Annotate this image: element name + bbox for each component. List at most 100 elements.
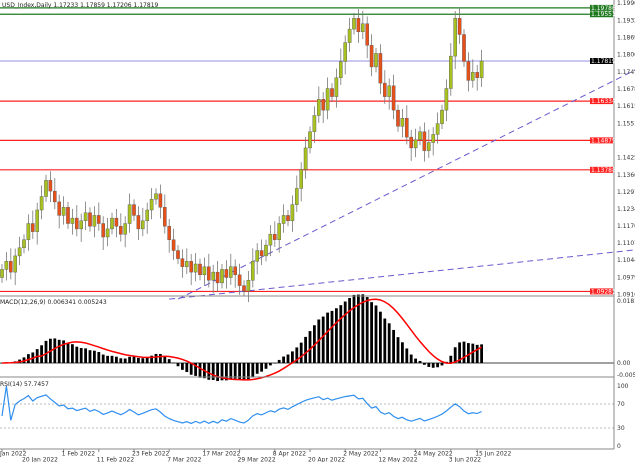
price-axis-label: 1.14250 bbox=[617, 154, 635, 161]
date-axis-label: Jan 2022 bbox=[0, 451, 27, 458]
bear-candle bbox=[391, 85, 396, 111]
macd-bar bbox=[365, 297, 369, 363]
level-tag bbox=[590, 288, 613, 295]
macd-bar bbox=[308, 331, 312, 363]
macd-bar bbox=[387, 323, 391, 363]
level-tag-label: 1.19551 bbox=[591, 11, 616, 18]
bear-candle bbox=[233, 266, 238, 276]
price-axis-label: 1.16785 bbox=[617, 86, 635, 93]
macd-bar bbox=[409, 354, 413, 363]
price-axis-label: 1.17415 bbox=[617, 69, 635, 76]
date-axis-label: 8 Apr 2022 bbox=[273, 451, 306, 458]
macd-bar bbox=[145, 357, 149, 363]
bull-candle bbox=[211, 271, 216, 281]
macd-bar bbox=[396, 337, 400, 363]
date-axis-label: 1 Feb 2022 bbox=[62, 451, 96, 458]
macd-bar bbox=[321, 316, 325, 363]
bull-candle bbox=[281, 215, 286, 224]
bull-candle bbox=[110, 217, 114, 230]
macd-bar bbox=[458, 342, 461, 363]
bull-candle bbox=[17, 247, 22, 257]
bear-candle bbox=[383, 82, 387, 97]
bull-candle bbox=[44, 180, 48, 197]
macd-bar bbox=[128, 356, 131, 363]
trendline bbox=[177, 69, 635, 300]
macd-bar bbox=[93, 350, 96, 363]
price-axis-label: 1.18690 bbox=[617, 34, 635, 41]
bull-candle bbox=[92, 215, 97, 227]
bear-candle bbox=[66, 207, 70, 224]
macd-bar bbox=[379, 311, 382, 363]
macd-bar bbox=[141, 358, 145, 363]
bull-candle bbox=[449, 55, 453, 89]
macd-bar bbox=[251, 363, 255, 378]
bull-candle bbox=[228, 266, 233, 278]
bull-candle bbox=[26, 223, 31, 240]
trendline bbox=[169, 249, 635, 300]
bear-candle bbox=[466, 61, 471, 81]
macd-bar bbox=[154, 353, 158, 363]
bear-candle bbox=[224, 269, 229, 278]
macd-bar bbox=[401, 342, 404, 363]
bull-candle bbox=[193, 263, 198, 273]
macd-bar bbox=[238, 363, 241, 380]
bull-candle bbox=[339, 61, 343, 78]
macd-bar bbox=[431, 363, 435, 368]
price-axis-label: 1.19960 bbox=[617, 0, 635, 7]
price-axis-label: 1.15510 bbox=[617, 120, 635, 127]
bull-candle bbox=[343, 42, 348, 62]
bull-candle bbox=[35, 209, 39, 232]
macd-bar bbox=[88, 350, 92, 363]
bull-candle bbox=[79, 220, 83, 230]
macd-bar bbox=[189, 363, 193, 375]
macd-bar bbox=[449, 355, 453, 363]
rsi-line bbox=[1, 385, 482, 425]
macd-bar bbox=[269, 363, 272, 366]
macd-bar bbox=[194, 363, 197, 376]
bear-candle bbox=[171, 239, 176, 251]
price-axis-label: 1.12345 bbox=[617, 206, 635, 213]
macd-bar bbox=[348, 297, 351, 363]
bear-candle bbox=[215, 271, 220, 284]
macd-bar bbox=[27, 354, 30, 363]
bear-candle bbox=[176, 250, 180, 259]
macd-bar bbox=[291, 351, 294, 363]
bull-candle bbox=[427, 142, 431, 151]
macd-bar bbox=[181, 363, 184, 370]
macd-bar bbox=[207, 363, 211, 380]
price-axis-label: 1.11070 bbox=[617, 240, 635, 247]
macd-axis-label: 0.00 bbox=[617, 360, 631, 367]
bull-candle bbox=[479, 60, 484, 78]
date-axis-label: 7 Mar 2022 bbox=[167, 457, 201, 462]
macd-bar bbox=[335, 308, 338, 363]
macd-bar bbox=[75, 346, 79, 363]
bull-candle bbox=[83, 212, 88, 222]
macd-bar bbox=[480, 344, 483, 363]
price-axis-label: 1.11700 bbox=[617, 223, 635, 230]
bull-candle bbox=[325, 88, 330, 111]
macd-bar bbox=[326, 312, 329, 363]
macd-bar bbox=[418, 360, 422, 363]
bull-candle bbox=[255, 250, 260, 262]
bear-candle bbox=[259, 250, 264, 257]
bear-candle bbox=[405, 118, 409, 138]
macd-bar bbox=[242, 363, 246, 381]
macd-bar bbox=[216, 363, 219, 382]
level-tag bbox=[590, 4, 613, 11]
bull-candle bbox=[145, 209, 150, 222]
macd-bar bbox=[392, 329, 395, 363]
symbol-title: USD_Index,Daily 1.17233 1.17859 1.17206 … bbox=[2, 2, 159, 9]
macd-axis-label: -0.00517 bbox=[617, 372, 635, 379]
macd-bar bbox=[84, 348, 87, 363]
macd-bar bbox=[423, 363, 426, 365]
date-axis-label: 20 Apr 2022 bbox=[308, 457, 345, 462]
bull-candle bbox=[352, 18, 356, 30]
bear-candle bbox=[96, 215, 101, 224]
bull-candle bbox=[435, 123, 440, 135]
macd-bar bbox=[475, 344, 479, 363]
macd-bar bbox=[62, 340, 65, 363]
macd-bar bbox=[97, 352, 101, 363]
macd-bar bbox=[436, 363, 439, 368]
macd-bar bbox=[299, 342, 303, 363]
